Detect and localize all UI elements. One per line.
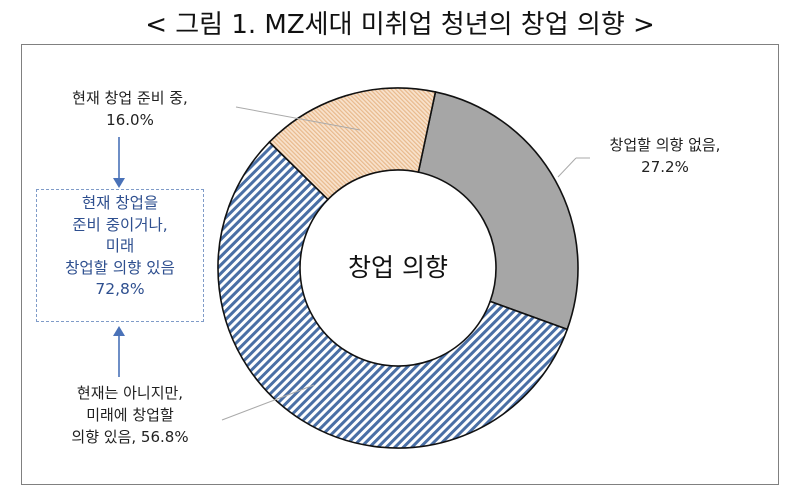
- leader-line-preparing: [235, 106, 361, 131]
- label-preparing: 현재 창업 준비 중, 16.0%: [40, 87, 220, 131]
- figure-title: < 그림 1. MZ세대 미취업 청년의 창업 의향 >: [145, 10, 655, 40]
- arrow-up-icon: [113, 326, 125, 336]
- label-no-intent: 창업할 의향 없음, 27.2%: [580, 134, 750, 178]
- label-future-line1: 현재는 아니지만,: [76, 384, 184, 402]
- label-no-intent-text: 창업할 의향 없음,: [609, 136, 721, 154]
- summary-line2: 준비 중이거나,: [72, 215, 168, 234]
- donut-center-label: 창업 의향: [348, 253, 448, 282]
- label-preparing-text: 현재 창업 준비 중,: [72, 89, 188, 107]
- summary-line4: 창업할 의향 있음: [65, 258, 175, 277]
- chart-frame: [21, 44, 779, 485]
- label-no-intent-value: 27.2%: [641, 158, 689, 176]
- leader-line-no-intent-2: [557, 157, 577, 178]
- label-future: 현재는 아니지만, 미래에 창업할 의향 있음, 56.8%: [40, 382, 220, 448]
- label-future-line2: 미래에 창업할: [86, 406, 174, 424]
- label-future-line3: 의향 있음, 56.8%: [71, 428, 189, 446]
- summary-line3: 미래: [105, 237, 135, 255]
- slice-preparing: [268, 87, 437, 201]
- slice-no-intent: [417, 90, 579, 331]
- leader-line-future: [221, 384, 315, 421]
- label-preparing-value: 16.0%: [106, 111, 154, 129]
- summary-box: 현재 창업을 준비 중이거나, 미래 창업할 의향 있음 72,8%: [36, 189, 204, 322]
- arrow-down-icon: [113, 178, 125, 188]
- summary-value: 72,8%: [95, 280, 145, 298]
- slice-future-intent: [217, 140, 569, 449]
- summary-line1: 현재 창업을: [81, 194, 159, 212]
